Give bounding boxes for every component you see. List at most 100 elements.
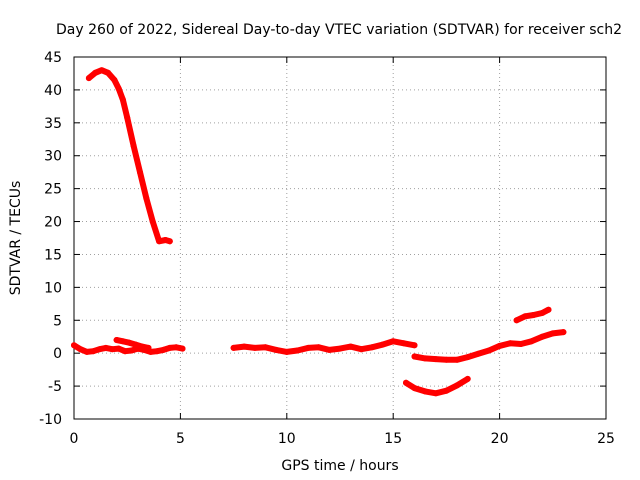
data-point bbox=[475, 350, 482, 357]
data-point bbox=[156, 238, 163, 245]
data-point bbox=[305, 344, 312, 351]
series-arc-16-23 bbox=[411, 329, 567, 363]
y-tick-label: 40 bbox=[44, 83, 62, 99]
data-point bbox=[119, 96, 126, 103]
data-point bbox=[464, 354, 471, 361]
data-point bbox=[160, 346, 167, 353]
data-point bbox=[251, 344, 258, 351]
data-point bbox=[113, 337, 120, 343]
series-arc-2-3 bbox=[113, 337, 152, 351]
y-tick-label: 15 bbox=[44, 247, 62, 263]
data-point bbox=[128, 347, 135, 354]
data-point bbox=[109, 346, 116, 353]
y-tick-label: 10 bbox=[44, 280, 62, 296]
y-tick-label: 25 bbox=[44, 182, 62, 198]
y-tick-label: 35 bbox=[44, 116, 62, 132]
x-tick-label: 20 bbox=[491, 431, 509, 447]
x-tick-label: 15 bbox=[384, 431, 402, 447]
grid bbox=[74, 57, 606, 419]
data-point bbox=[411, 385, 418, 392]
data-point bbox=[539, 333, 546, 340]
data-point bbox=[400, 340, 407, 347]
y-tick-label: 0 bbox=[53, 346, 62, 362]
data-point bbox=[422, 388, 429, 395]
plot-frame bbox=[73, 56, 607, 420]
y-tick-label: -5 bbox=[48, 379, 62, 395]
data-point bbox=[262, 344, 269, 351]
data-point bbox=[560, 329, 567, 336]
data-point bbox=[115, 85, 122, 92]
data-point bbox=[337, 345, 343, 352]
data-point bbox=[137, 169, 143, 176]
data-point bbox=[145, 344, 152, 351]
data-point bbox=[411, 353, 418, 360]
series-line bbox=[85, 67, 173, 245]
data-point bbox=[154, 348, 160, 355]
series-arc-neg bbox=[403, 375, 471, 397]
data-point bbox=[454, 382, 460, 389]
data-point bbox=[102, 344, 109, 351]
data-point bbox=[443, 356, 450, 363]
chart-title: Day 260 of 2022, Sidereal Day-to-day VTE… bbox=[56, 22, 622, 38]
series-arc-0-5 bbox=[71, 342, 186, 355]
data-point bbox=[283, 348, 290, 355]
data-point bbox=[528, 338, 535, 345]
data-point bbox=[530, 312, 537, 318]
y-tick-label: 5 bbox=[53, 313, 62, 329]
data-point bbox=[539, 310, 546, 316]
data-point bbox=[432, 390, 439, 397]
data-point bbox=[149, 218, 156, 225]
data-point bbox=[486, 347, 492, 354]
data-point bbox=[379, 341, 386, 348]
data-point bbox=[230, 344, 237, 351]
data-point bbox=[173, 344, 180, 351]
data-point bbox=[139, 343, 146, 350]
data-point bbox=[119, 338, 126, 345]
data-point bbox=[130, 142, 137, 149]
data-point bbox=[115, 345, 122, 352]
data-point bbox=[496, 342, 503, 349]
data-point bbox=[326, 346, 333, 353]
data-point bbox=[96, 346, 103, 353]
data-point bbox=[464, 375, 471, 382]
data-point bbox=[90, 348, 97, 355]
data-point bbox=[368, 344, 375, 351]
data-point bbox=[411, 342, 418, 349]
data-point bbox=[432, 356, 439, 363]
series-arc-high bbox=[85, 67, 173, 245]
data-point bbox=[454, 356, 460, 363]
data-point bbox=[549, 330, 556, 337]
y-tick-label: -10 bbox=[39, 412, 62, 428]
x-axis-title: GPS time / hours bbox=[281, 458, 398, 474]
data-point bbox=[513, 317, 520, 324]
data-point bbox=[390, 338, 397, 345]
data-point bbox=[517, 341, 524, 347]
data-point bbox=[241, 343, 248, 350]
data-point bbox=[179, 345, 186, 352]
data-point bbox=[122, 348, 129, 355]
data-point bbox=[77, 346, 84, 353]
x-tick-label: 5 bbox=[176, 431, 185, 447]
y-tick-label: 45 bbox=[44, 50, 62, 66]
x-tick-label: 10 bbox=[278, 431, 296, 447]
data-point bbox=[71, 342, 77, 349]
axis-ticks: 0 5 10 15 20 25 -10 -5 0 5 10 15 20 25 30 35 40 45 bbox=[39, 50, 615, 447]
data-point bbox=[92, 69, 99, 76]
series-arc-21-22 bbox=[513, 306, 552, 324]
x-tick-label: 0 bbox=[70, 431, 79, 447]
series-group bbox=[71, 67, 567, 397]
data-point bbox=[273, 346, 280, 353]
data-point bbox=[422, 355, 429, 362]
data-point bbox=[166, 344, 173, 351]
data-point bbox=[85, 75, 92, 82]
data-point bbox=[443, 387, 450, 394]
data-point bbox=[111, 77, 118, 83]
data-point bbox=[124, 114, 131, 121]
data-point bbox=[403, 379, 409, 386]
data-point bbox=[507, 340, 514, 347]
y-tick-label: 30 bbox=[44, 149, 62, 165]
y-axis-title: SDTVAR / TECUs bbox=[8, 181, 24, 296]
y-tick-label: 20 bbox=[44, 215, 62, 231]
data-point bbox=[132, 341, 139, 348]
